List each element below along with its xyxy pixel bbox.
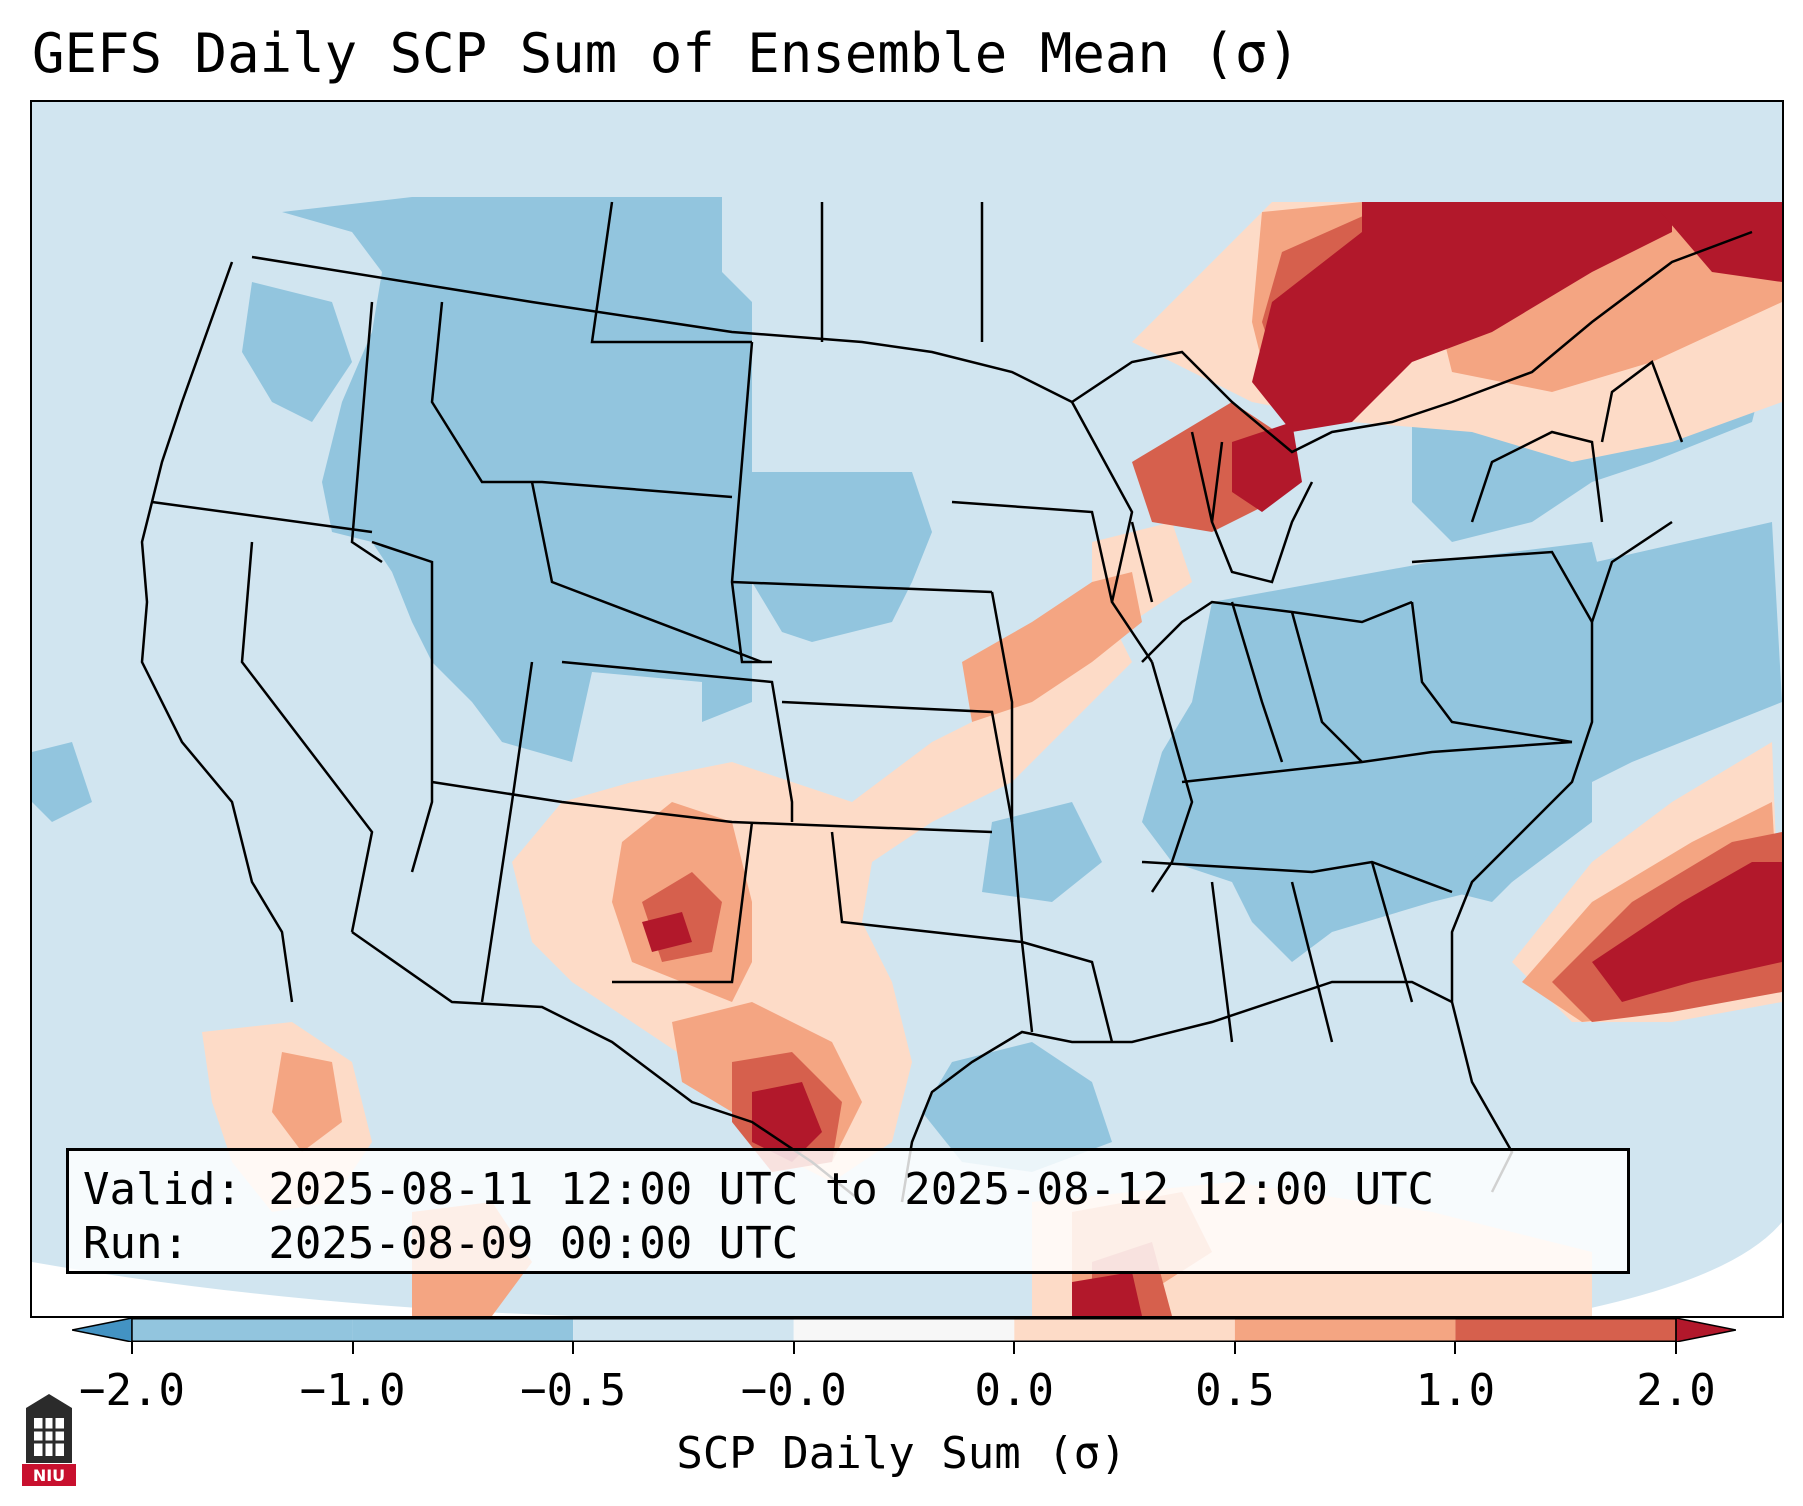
colorbar-bins bbox=[72, 1318, 1736, 1342]
colorbar-bin bbox=[793, 1318, 1015, 1342]
colorbar-bin bbox=[1014, 1318, 1235, 1342]
colorbar-tick-label: −1.0 bbox=[299, 1365, 406, 1416]
colorbar-extend-high bbox=[1675, 1318, 1736, 1342]
colorbar-tick-label: 1.0 bbox=[1415, 1365, 1496, 1416]
colorbar-tick-label: −0.5 bbox=[520, 1365, 627, 1416]
colorbar-tick-mark bbox=[1454, 1342, 1457, 1354]
colorbar-tick-label: −0.0 bbox=[740, 1365, 847, 1416]
colorbar-tick-mark bbox=[1233, 1342, 1236, 1354]
colorbar-tick-label: 0.0 bbox=[974, 1365, 1055, 1416]
run-time-text: Run: 2025-08-09 00:00 UTC bbox=[83, 1218, 799, 1269]
colorbar-tick-label: −2.0 bbox=[79, 1365, 185, 1416]
colorbar-tick-mark bbox=[792, 1342, 795, 1354]
colorbar-bin bbox=[1455, 1318, 1676, 1342]
colorbar-tick-label: 0.5 bbox=[1195, 1365, 1275, 1416]
colorbar-label: SCP Daily Sum (σ) bbox=[676, 1428, 1127, 1479]
colorbar-tick-mark bbox=[131, 1342, 133, 1354]
colorbar-border bbox=[131, 1318, 1677, 1342]
colorbar-tick-label: 2.0 bbox=[1636, 1365, 1716, 1416]
projection-edge bbox=[32, 1262, 932, 1316]
page-title: GEFS Daily SCP Sum of Ensemble Mean (σ) bbox=[32, 22, 1300, 85]
colorbar-extend-low bbox=[72, 1318, 133, 1342]
colorbar-tick-mark bbox=[1013, 1342, 1016, 1354]
map-panel bbox=[30, 100, 1784, 1318]
niu-logo-icon: NIU bbox=[22, 1394, 76, 1486]
valid-run-info-box: Valid: 2025-08-11 12:00 UTC to 2025-08-1… bbox=[66, 1148, 1630, 1274]
colorbar-bin bbox=[132, 1318, 353, 1342]
colorbar-tick-mark bbox=[1675, 1342, 1677, 1354]
colorbar-tick-mark bbox=[351, 1342, 354, 1354]
scp-map bbox=[32, 102, 1782, 1316]
valid-time-text: Valid: 2025-08-11 12:00 UTC to 2025-08-1… bbox=[83, 1164, 1435, 1215]
colorbar-bin bbox=[573, 1318, 794, 1342]
colorbar-bin bbox=[352, 1318, 574, 1342]
state-boundaries bbox=[140, 201, 1753, 1203]
projection-edge-right bbox=[1552, 1222, 1782, 1316]
logo-text: NIU bbox=[33, 1466, 65, 1485]
colorbar-bin bbox=[1234, 1318, 1456, 1342]
positive-anomaly-max bbox=[642, 202, 1782, 1316]
colorbar-tick-mark bbox=[572, 1342, 575, 1354]
colorbar bbox=[72, 1318, 1736, 1342]
